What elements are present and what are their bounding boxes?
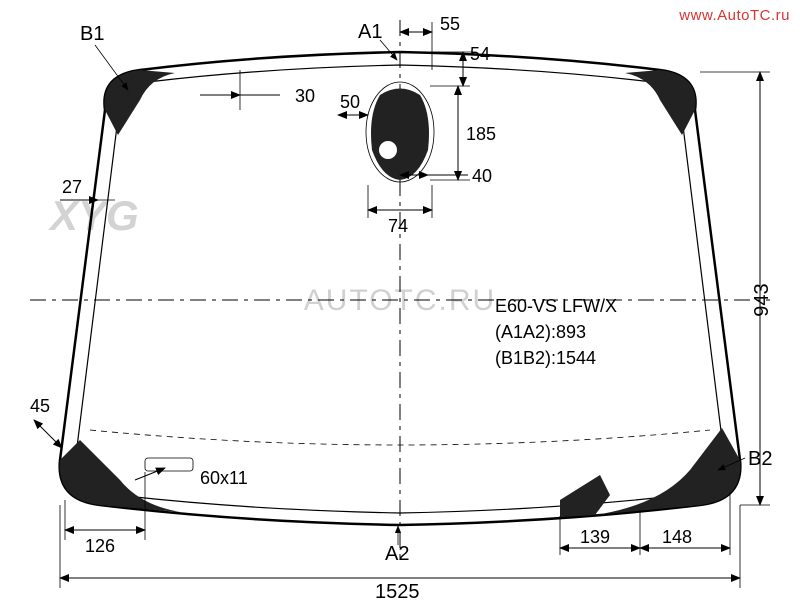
sensor-mount <box>366 82 434 182</box>
dim-50: 50 <box>340 92 360 112</box>
dim-185: 185 <box>466 124 496 144</box>
dim-60x11: 60x11 <box>200 468 248 488</box>
dim-27: 27 <box>62 177 82 197</box>
dim-943: 943 <box>751 283 773 316</box>
dim-40: 40 <box>472 166 492 186</box>
label-b2: B2 <box>748 448 772 470</box>
dim-45: 45 <box>30 396 50 416</box>
dim-74: 74 <box>388 216 408 236</box>
dim-30: 30 <box>295 86 315 106</box>
windshield-diagram: XYG AUTOTC.RU www.AutoTC.ru B1 A1 55 54 … <box>0 0 800 600</box>
spec-line1: E60-VS LFW/X <box>495 296 617 316</box>
label-a2: A2 <box>385 543 409 565</box>
label-a1: A1 <box>358 21 382 43</box>
vin-window <box>145 458 193 471</box>
spec-line3: (B1B2):1544 <box>495 348 596 368</box>
url-watermark: www.AutoTC.ru <box>678 7 790 24</box>
dim-54: 54 <box>470 44 490 64</box>
dim-126: 126 <box>85 536 115 556</box>
dim-139: 139 <box>580 527 610 547</box>
dim-1525: 1525 <box>375 581 420 600</box>
dim-55: 55 <box>440 14 460 34</box>
dim-148: 148 <box>662 527 692 547</box>
spec-line2: (A1A2):893 <box>495 322 586 342</box>
label-b1: B1 <box>80 23 104 45</box>
